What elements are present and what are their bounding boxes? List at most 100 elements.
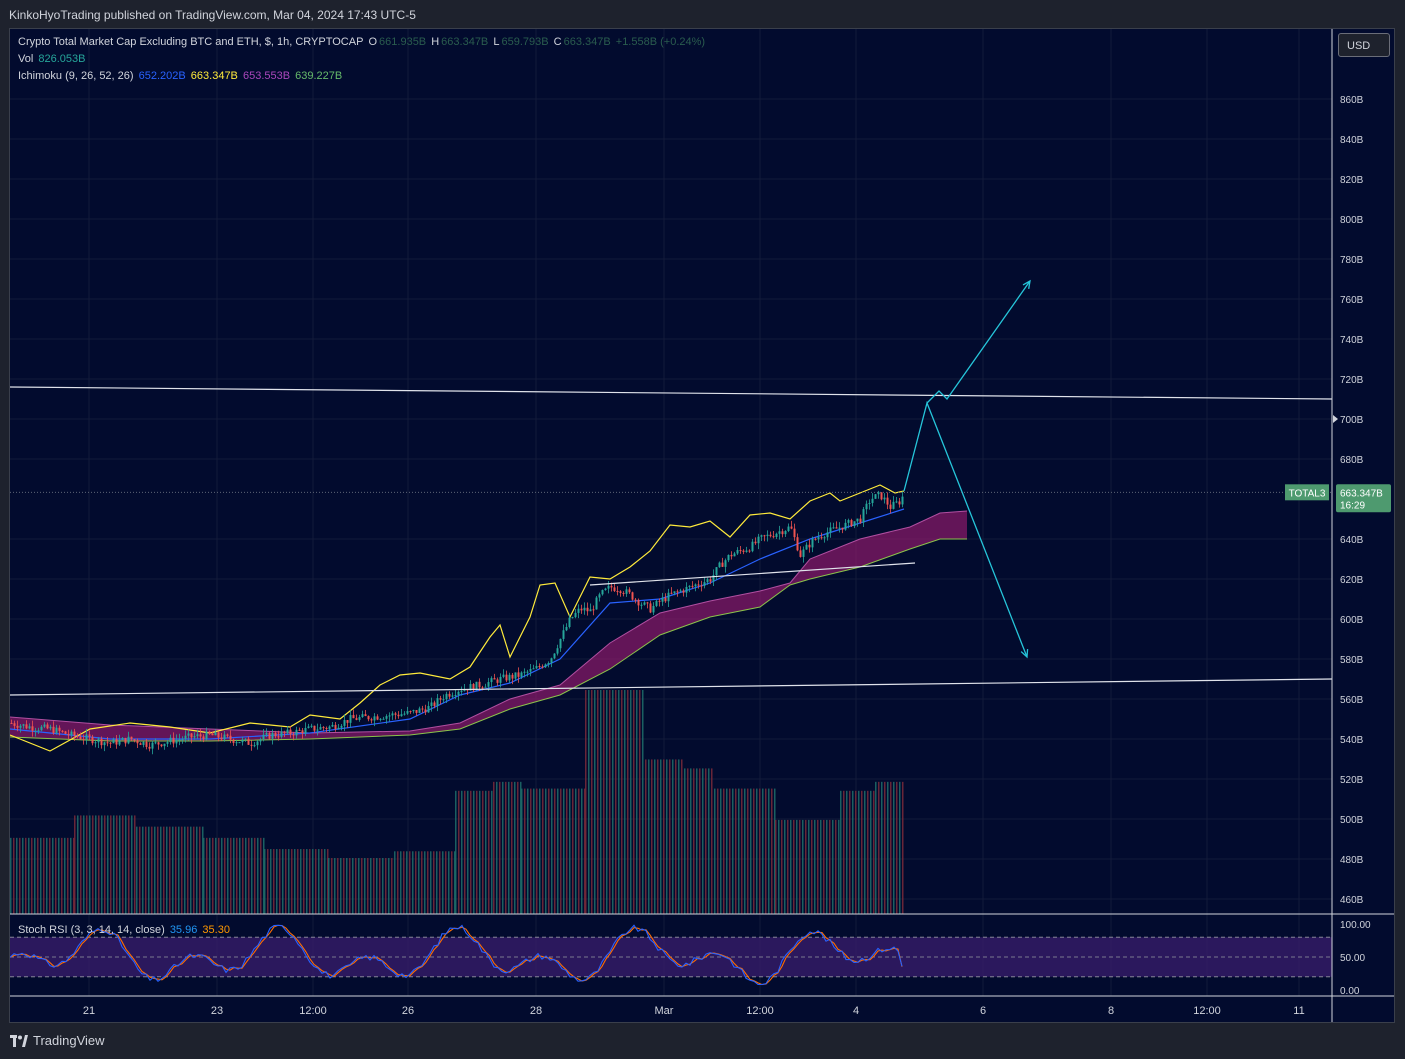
volume-bar [433, 851, 435, 914]
projection-path-up[interactable] [926, 280, 1031, 404]
candle-body [151, 742, 154, 749]
candle-body [112, 739, 115, 744]
time-axis-label: 6 [980, 1005, 986, 1017]
volume-bar [660, 759, 662, 914]
candle-body [25, 724, 28, 729]
candle-body [679, 590, 682, 592]
candle-body [847, 520, 850, 523]
volume-bar [672, 759, 674, 914]
volume-bar [539, 788, 541, 914]
candle-body [868, 502, 871, 504]
volume-bar [184, 826, 186, 914]
candle-body [199, 734, 202, 737]
volume-bar [28, 837, 30, 914]
candle-body [877, 492, 880, 495]
volume-bar [458, 790, 460, 914]
candle-body [385, 716, 388, 719]
candle-body [898, 501, 901, 505]
time-axis-label: 12:00 [1193, 1005, 1221, 1017]
volume-bar [212, 837, 214, 914]
price-axis-label: 540B [1340, 735, 1364, 746]
volume-bar [346, 858, 348, 914]
trendline-lower-support[interactable] [10, 678, 1333, 696]
currency-button[interactable]: USD [1338, 33, 1390, 57]
volume-bar [855, 790, 857, 914]
volume-bar [273, 849, 275, 914]
candle-body [34, 730, 37, 732]
volume-label: Vol [18, 53, 34, 65]
candle-body [100, 738, 103, 746]
volume-bar [654, 759, 656, 914]
volume-bar [768, 788, 770, 914]
volume-bar [651, 759, 653, 914]
volume-bar [355, 858, 357, 914]
volume-bar [569, 788, 571, 914]
volume-bar [315, 849, 317, 914]
volume-bar [645, 759, 647, 914]
volume-bar [514, 781, 516, 914]
price-axis-label: 760B [1340, 295, 1364, 306]
price-axis-label: 720B [1340, 375, 1364, 386]
trendline-short-support[interactable] [589, 562, 916, 586]
volume-bar [511, 781, 513, 914]
candle-body [844, 522, 847, 530]
chart-area[interactable]: 860B 840B 820B 800B 780B 760B 740B 720B 700B 680B… [9, 28, 1395, 1023]
trendline-upper-resistance[interactable] [10, 386, 1333, 400]
candle-body [703, 582, 706, 586]
ichimoku-spanb-value: 639.227B [295, 70, 343, 82]
volume-bar [738, 788, 740, 914]
candle-body [457, 691, 460, 695]
candle-body [901, 496, 904, 505]
volume-bar [424, 851, 426, 914]
candle-body [445, 693, 448, 700]
candle-body [709, 579, 712, 582]
volume-bar [600, 690, 602, 914]
candle-body [559, 638, 562, 649]
volume-bar [849, 790, 851, 914]
volume-bar [415, 851, 417, 914]
volume-bar [464, 790, 466, 914]
volume-bar [717, 788, 719, 914]
candle-body [256, 741, 259, 746]
volume-bar [430, 851, 432, 914]
candle-body [208, 731, 211, 734]
candle-body [454, 694, 457, 696]
time-axis-label: 11 [1293, 1005, 1304, 1017]
candle-body [202, 736, 205, 740]
candle-body [721, 562, 724, 567]
candle-body [139, 743, 142, 745]
candle-body [229, 735, 232, 740]
volume-bar [166, 826, 168, 914]
volume-bar [708, 768, 710, 914]
volume-bar [300, 849, 302, 914]
candle-body [52, 726, 55, 734]
volume-bar [759, 788, 761, 914]
candle-body [235, 742, 238, 744]
candle-body [124, 737, 127, 744]
candle-body [820, 537, 823, 539]
candle-body [634, 599, 637, 601]
price-axis-label: 520B [1340, 775, 1364, 786]
candle-body [289, 729, 292, 735]
candle-body [31, 726, 34, 731]
candle-body [499, 676, 502, 683]
candle-body [346, 720, 349, 723]
volume-bar [699, 768, 701, 914]
volume-bar [340, 858, 342, 914]
tradingview-logo[interactable]: TradingView [10, 1033, 105, 1048]
candle-body [46, 724, 49, 729]
stoch-axis-label: 0.00 [1340, 986, 1360, 997]
candle-body [232, 739, 235, 743]
price-chart-svg[interactable]: 860B 840B 820B 800B 780B 760B 740B 720B 700B 680B… [10, 29, 1395, 1023]
tradingview-brand: TradingView [33, 1033, 105, 1048]
candle-body [817, 537, 820, 540]
candle-body [472, 684, 475, 691]
volume-bar [385, 858, 387, 914]
volume-bar [720, 788, 722, 914]
legend-symbol-row: Crypto Total Market Cap Excluding BTC an… [18, 36, 707, 48]
candle-body [829, 527, 832, 533]
open-label: O [368, 36, 378, 48]
candle-body [334, 724, 337, 729]
candle-body [796, 537, 799, 551]
price-axis-label: 580B [1340, 655, 1364, 666]
